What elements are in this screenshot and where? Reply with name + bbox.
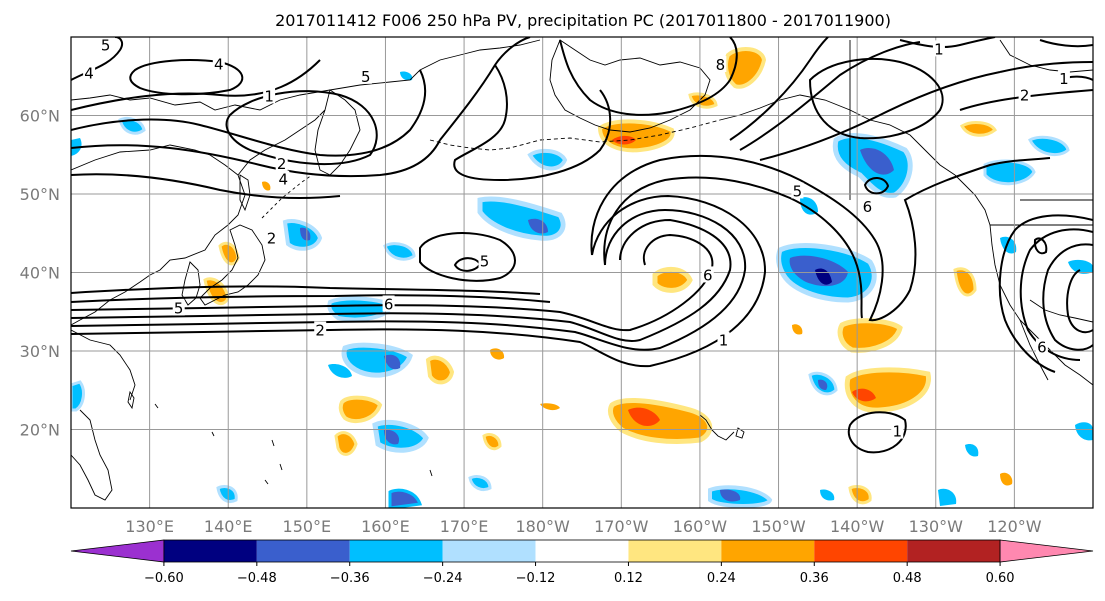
colorbar-swatch (907, 540, 1001, 562)
lat-tick-label: 30°N (20, 342, 60, 361)
pv-contour-label: 5 (101, 36, 111, 54)
colorbar-extend-low (70, 539, 165, 563)
colorbar-tick-label: 0.36 (800, 571, 829, 586)
pv-contour-label: 5 (480, 252, 490, 270)
colorbar-tick-label: −0.36 (330, 571, 370, 586)
colorbar-swatch (163, 540, 257, 562)
pv-label-bg (83, 64, 96, 81)
colorbar-outline (163, 539, 1001, 563)
pv-label-bg (382, 295, 395, 312)
pv-label-bg (861, 198, 874, 215)
pv-label-bg (717, 331, 730, 348)
pv-contour-label: 6 (1037, 339, 1047, 357)
colorbar-tick-label: −0.24 (423, 571, 463, 586)
pv-contour-label: 2 (1020, 87, 1030, 105)
precip-negative-blobs (71, 71, 1093, 508)
lon-tick-label: 180°W (516, 517, 571, 536)
pv-label-bg (1057, 70, 1070, 87)
pv-label-bg (359, 67, 372, 84)
pv-label-bg (701, 266, 714, 283)
map-title: 2017011412 F006 250 hPa PV, precipitatio… (275, 11, 891, 30)
colorbar-tick-label: −0.12 (516, 571, 556, 586)
lat-tick-label: 20°N (20, 421, 60, 440)
map-frame (70, 36, 1094, 509)
pv-contour-label: 1 (264, 87, 274, 105)
pv-label-bg (277, 170, 290, 187)
colorbar-tick-label: 0.60 (986, 571, 1015, 586)
longitude-tick-labels: 130°E 140°E 150°E 160°E 170°E 180°W 170°W 160°W… (125, 517, 1041, 536)
pv-label-bg (275, 154, 288, 171)
pv-contour-label: 6 (384, 295, 394, 313)
pv-contour-label: 4 (214, 55, 224, 73)
colorbar-swatch (442, 540, 536, 562)
colorbar-swatch (349, 540, 443, 562)
pv-label-bg (1018, 86, 1031, 103)
pv-label-bg (891, 422, 904, 439)
lon-tick-label: 130°E (125, 517, 174, 536)
precipitation-shading (71, 47, 1093, 508)
lon-tick-label: 170°W (594, 517, 649, 536)
lon-tick-label: 150°W (751, 517, 806, 536)
colorbar-tick-label: −0.60 (144, 571, 184, 586)
lon-tick-label: 140°E (204, 517, 253, 536)
pv-label-bg (265, 229, 278, 246)
lon-tick-label: 140°W (830, 517, 885, 536)
colorbar: −0.60 −0.48 −0.36 −0.24 −0.12 0.12 0.24 0.36 0.4… (70, 539, 1094, 586)
pv-label-bg (791, 182, 804, 199)
colorbar-swatch (628, 540, 722, 562)
lon-tick-label: 120°W (987, 517, 1042, 536)
pv-contour-label: 1 (934, 40, 944, 58)
lon-tick-label: 160°E (361, 517, 410, 536)
lon-tick-label: 160°W (673, 517, 728, 536)
latitude-tick-labels: 20°N 30°N 40°N 50°N 60°N (20, 107, 60, 440)
pv-contour-label: 8 (716, 56, 726, 74)
pv-label-bg (99, 37, 112, 53)
pv-contour-label: 5 (793, 182, 803, 200)
lon-tick-label: 150°E (283, 517, 332, 536)
pv-contour-label: 5 (361, 68, 371, 86)
colorbar-extend-high (999, 539, 1094, 563)
lat-tick-label: 60°N (20, 107, 60, 126)
pv-label-bg (1035, 338, 1048, 355)
colorbar-swatch (721, 540, 815, 562)
pv-contour-label: 5 (174, 299, 184, 317)
pv-label-bg (172, 299, 185, 316)
pv-contour-label: 1 (892, 423, 902, 441)
pv-contour-label: 1 (1059, 70, 1069, 88)
pv-contour-label: 2 (267, 230, 277, 248)
pv-contour-label: 2 (277, 155, 287, 173)
pv-contour-label: 1 (719, 332, 729, 350)
pv-label-bg (478, 252, 491, 269)
colorbar-tick-label: 0.24 (707, 571, 736, 586)
colorbar-tick-label: 0.48 (893, 571, 922, 586)
colorbar-swatch (256, 540, 350, 562)
pv-contour-label: 6 (863, 198, 873, 216)
pv-contour-label: 4 (84, 65, 94, 83)
pv-label-bg (714, 56, 727, 73)
pv-label-bg (314, 321, 327, 338)
colorbar-tick-label: −0.48 (237, 571, 277, 586)
pv-label-bg (212, 55, 225, 72)
pv-label-bg (932, 40, 945, 57)
colorbar-swatch (535, 540, 629, 562)
lat-tick-label: 40°N (20, 264, 60, 283)
lon-tick-label: 170°E (440, 517, 489, 536)
pv-label-bg (263, 87, 276, 104)
colorbar-swatch (814, 540, 908, 562)
pv-contour-label: 4 (278, 171, 288, 189)
lat-tick-label: 50°N (20, 185, 60, 204)
pv-contours (71, 37, 1093, 454)
pv-contour-label: 6 (703, 266, 713, 284)
pv-contour-label: 2 (315, 321, 325, 339)
lon-tick-label: 130°W (909, 517, 964, 536)
colorbar-tick-label: 0.12 (614, 571, 643, 586)
